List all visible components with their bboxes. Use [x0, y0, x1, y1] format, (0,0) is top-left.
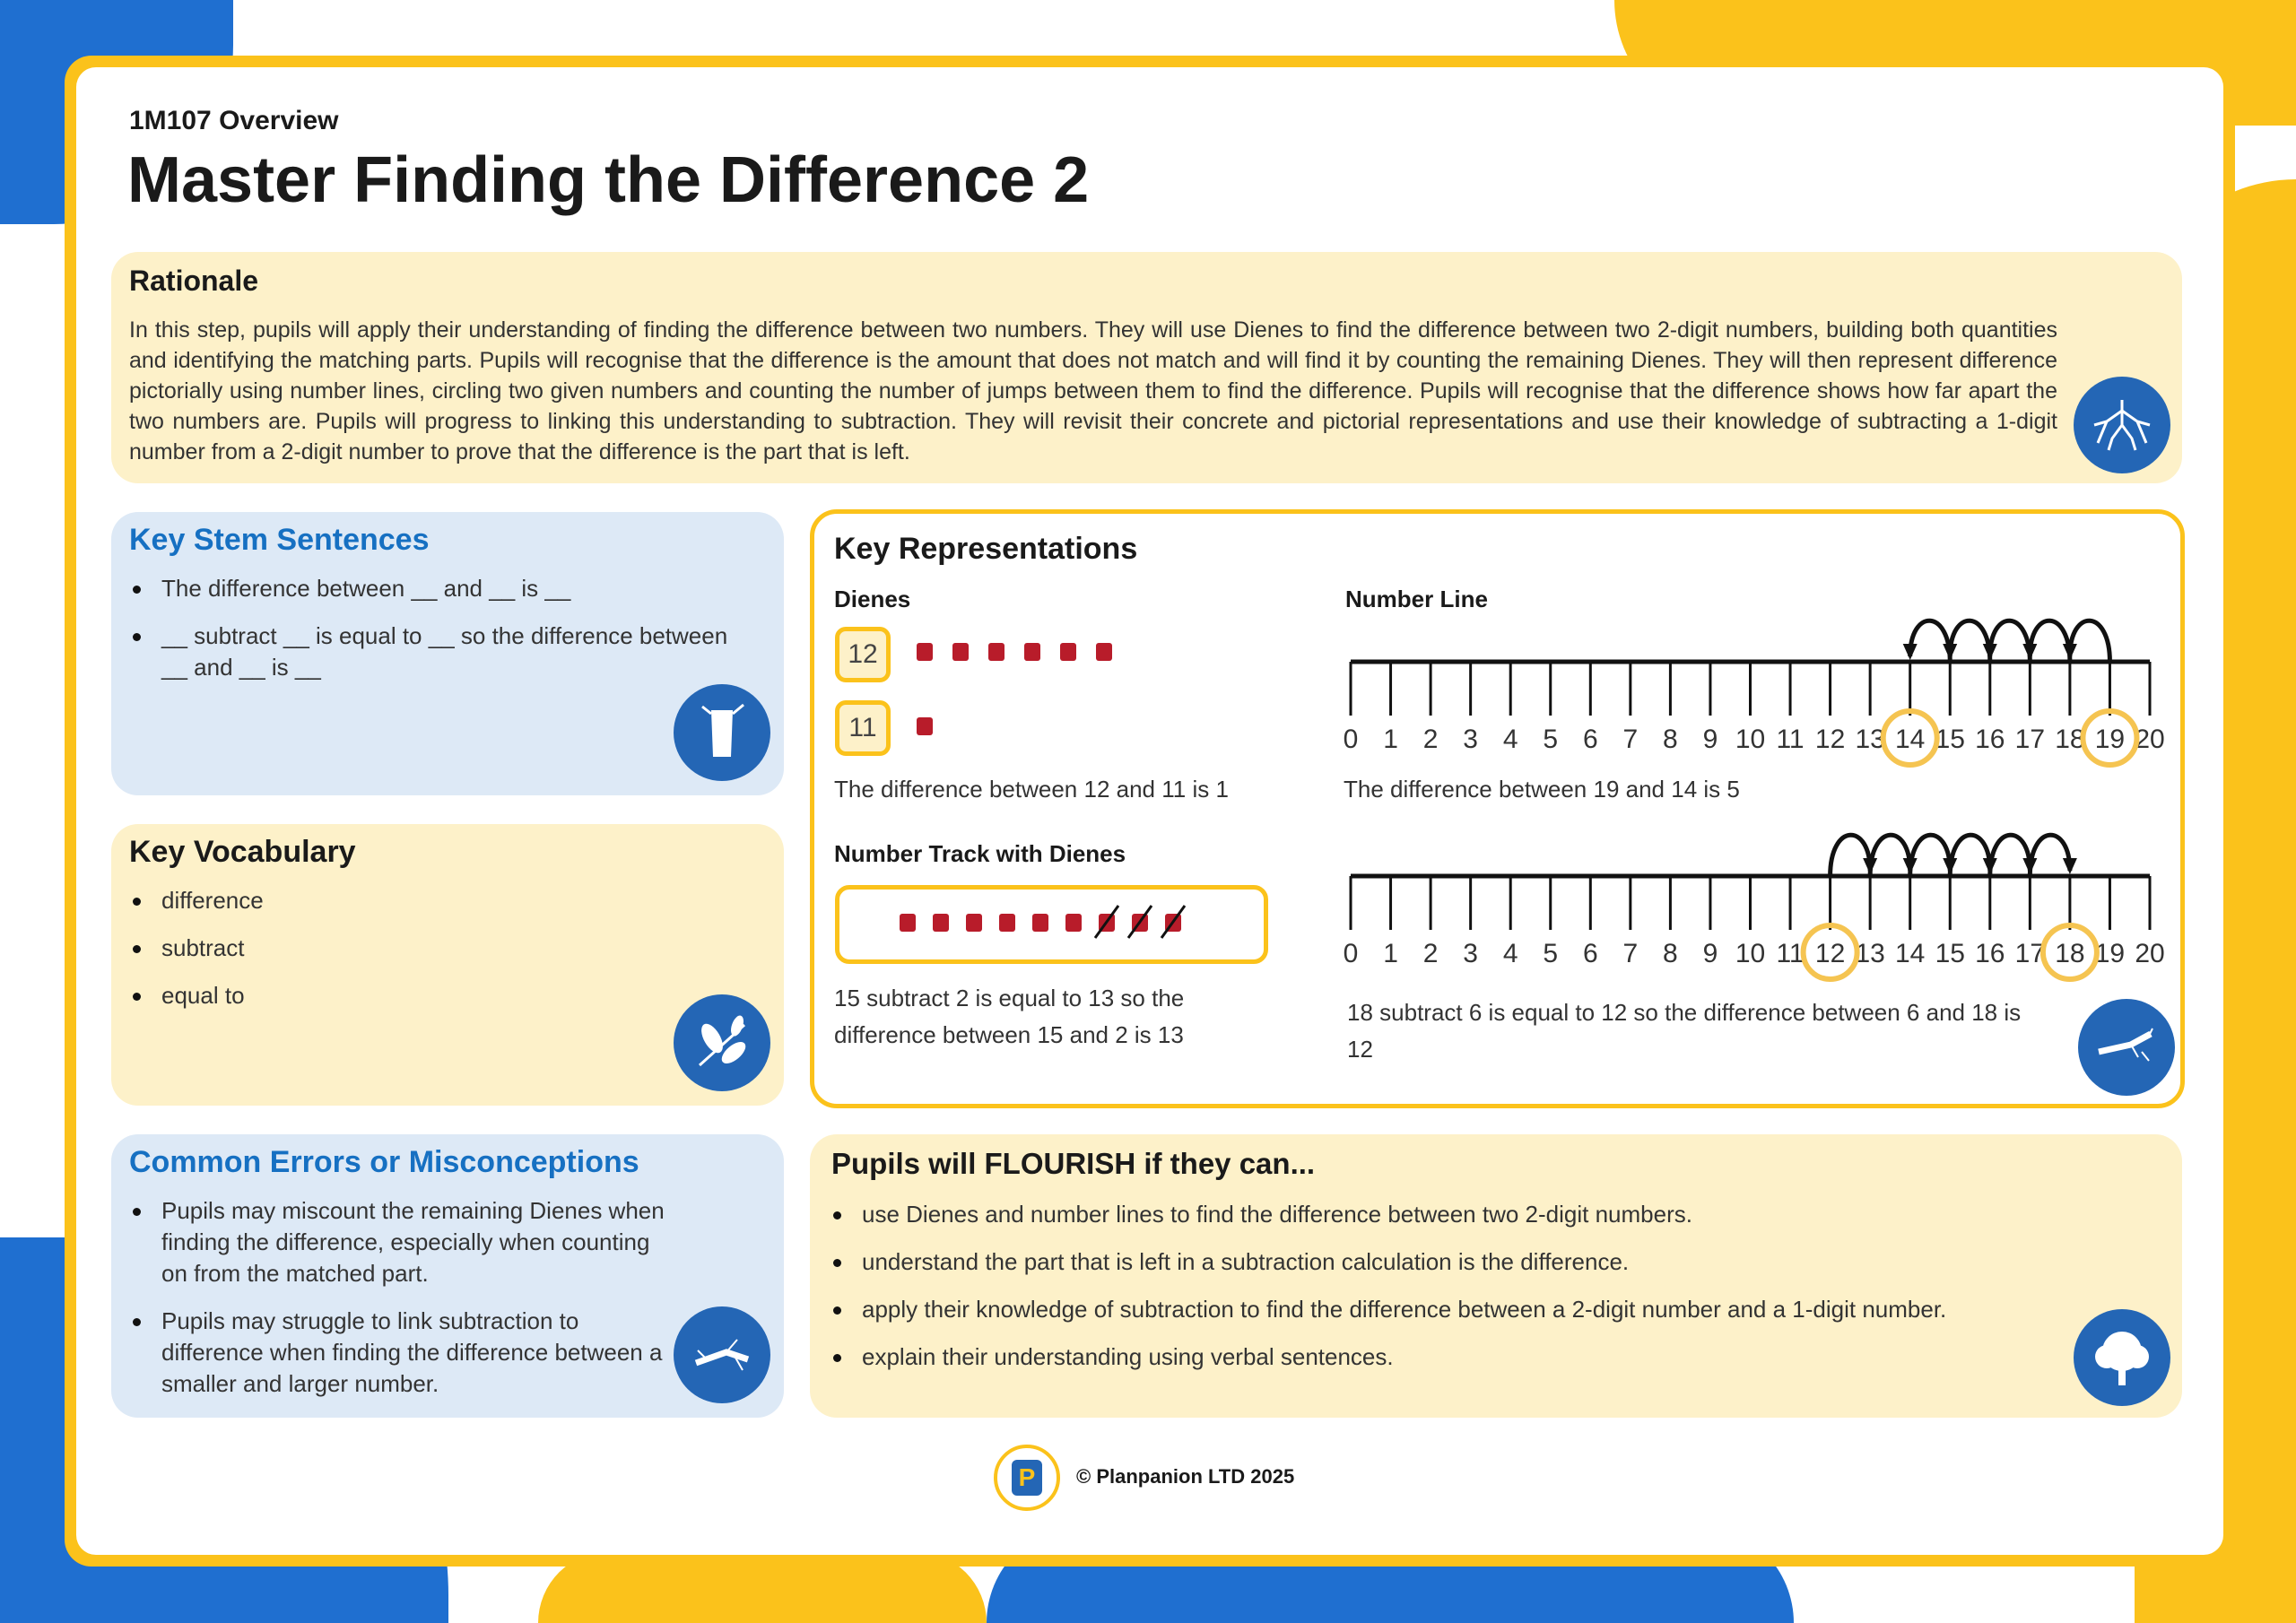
number-line-heading: Number Line — [1345, 586, 1488, 612]
dienes-heading: Dienes — [834, 586, 911, 612]
list-item: subtract — [129, 933, 264, 964]
list-item: __ subtract __ is equal to __ so the dif… — [129, 621, 757, 683]
lesson-code: 1M107 Overview — [129, 106, 339, 135]
flourish-heading: Pupils will FLOURISH if they can... — [831, 1147, 1316, 1180]
tree-trunk-icon — [674, 684, 770, 781]
vocabulary-list: difference subtract equal to — [129, 885, 264, 1028]
list-item: equal to — [129, 980, 264, 1011]
planpanion-logo: P — [994, 1445, 1060, 1511]
number-track — [835, 885, 1268, 964]
rationale-heading: Rationale — [129, 265, 259, 297]
vocabulary-panel: Key Vocabulary difference subtract equal… — [111, 824, 784, 1106]
list-item: Pupils may struggle to link subtraction … — [129, 1306, 667, 1400]
flourish-panel: Pupils will FLOURISH if they can... use … — [810, 1134, 2182, 1418]
page-title: Master Finding the Difference 2 — [127, 144, 1090, 216]
stem-sentences-panel: Key Stem Sentences The difference betwee… — [111, 512, 784, 795]
representations-panel: Key Representations Dienes Number Line 1… — [810, 509, 2185, 1108]
representations-heading: Key Representations — [834, 532, 1138, 566]
broken-branch-icon — [674, 1306, 770, 1403]
vocabulary-heading: Key Vocabulary — [129, 835, 356, 869]
number-line-2-caption: 18 subtract 6 is equal to 12 so the diff… — [1347, 999, 2022, 1063]
list-item: The difference between __ and __ is __ — [129, 573, 757, 604]
list-item: Pupils may miscount the remaining Dienes… — [129, 1195, 667, 1289]
rationale-panel: Rationale In this step, pupils will appl… — [111, 252, 2182, 483]
misconceptions-panel: Common Errors or Misconceptions Pupils m… — [111, 1134, 784, 1418]
list-item: understand the part that is left in a su… — [830, 1246, 2085, 1278]
stem-sentences-heading: Key Stem Sentences — [129, 523, 430, 557]
number-track-caption: 15 subtract 2 is equal to 13 so the diff… — [834, 985, 1185, 1048]
flourish-list: use Dienes and number lines to find the … — [830, 1199, 2085, 1389]
misconceptions-heading: Common Errors or Misconceptions — [129, 1145, 639, 1179]
oak-tree-icon — [2074, 1309, 2170, 1406]
rationale-text: In this step, pupils will apply their un… — [129, 317, 2057, 464]
roots-icon — [2074, 377, 2170, 473]
misconceptions-list: Pupils may miscount the remaining Dienes… — [129, 1195, 667, 1416]
dienes-caption: The difference between 12 and 11 is 1 — [834, 776, 1229, 803]
list-item: difference — [129, 885, 264, 916]
number-track-heading: Number Track with Dienes — [834, 840, 1126, 867]
list-item: explain their understanding using verbal… — [830, 1341, 2085, 1373]
copyright: © Planpanion LTD 2025 — [1076, 1465, 1295, 1488]
stem-sentences-list: The difference between __ and __ is __ _… — [129, 573, 757, 699]
branch-icon — [2078, 999, 2175, 1096]
number-line-caption: The difference between 19 and 14 is 5 — [1344, 776, 1740, 803]
list-item: use Dienes and number lines to find the … — [830, 1199, 2085, 1230]
dienes-number-11: 11 — [835, 700, 891, 756]
list-item: apply their knowledge of subtraction to … — [830, 1294, 2085, 1325]
dienes-number-12: 12 — [835, 627, 891, 682]
leaves-icon — [674, 994, 770, 1091]
